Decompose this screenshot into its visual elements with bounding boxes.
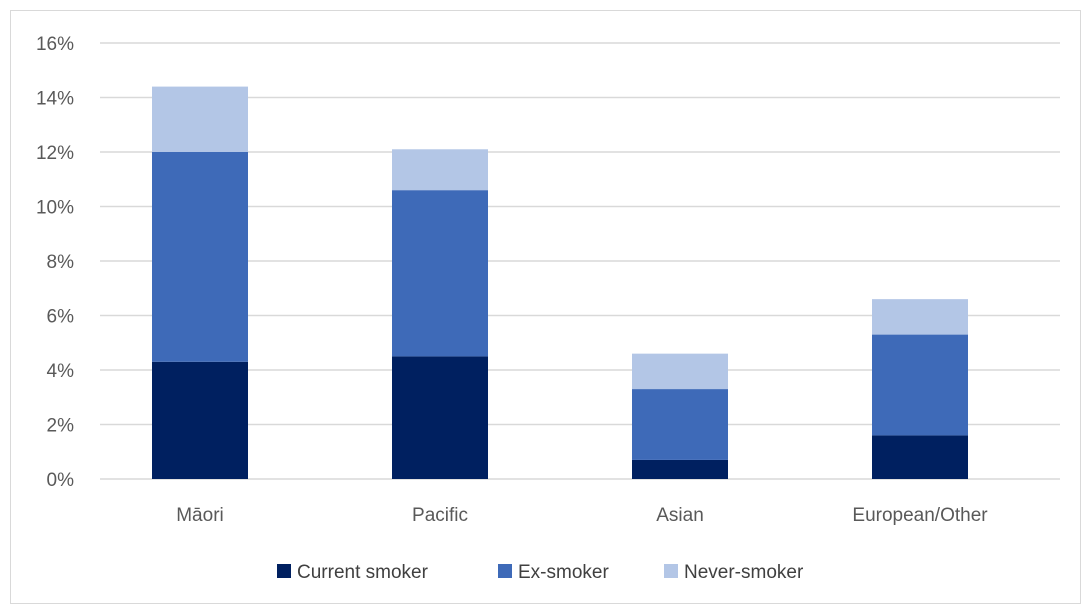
bar-segment	[632, 459, 728, 479]
bar-segment	[632, 353, 728, 390]
legend-label: Never-smoker	[684, 562, 804, 583]
bar-segment	[152, 361, 248, 479]
y-tick-label: 16%	[36, 34, 74, 55]
bars	[152, 86, 968, 479]
legend-swatch	[277, 564, 291, 578]
legend: Current smoker Ex-smoker Never-smoker	[277, 562, 804, 583]
bar-segment	[872, 299, 968, 335]
legend-swatch	[664, 564, 678, 578]
bar-segment	[392, 149, 488, 191]
legend-swatch	[498, 564, 512, 578]
bar-segment	[632, 389, 728, 460]
y-tick-label: 14%	[36, 89, 74, 110]
y-tick-label: 12%	[36, 143, 74, 164]
x-tick-label: Asian	[656, 505, 704, 526]
y-tick-label: 10%	[36, 198, 74, 219]
bar-segment	[392, 190, 488, 357]
y-tick-label: 0%	[47, 470, 75, 491]
legend-label: Ex-smoker	[518, 562, 609, 583]
x-axis-labels: Māori Pacific Asian European/Other	[176, 505, 988, 526]
y-tick-label: 6%	[47, 307, 75, 328]
y-tick-label: 4%	[47, 361, 75, 382]
y-axis-ticks: 0% 2% 4% 6% 8% 10% 12% 14% 16%	[36, 34, 74, 491]
bar-segment	[152, 86, 248, 152]
y-tick-label: 2%	[47, 416, 75, 437]
bar-segment	[152, 152, 248, 362]
x-tick-label: Pacific	[412, 505, 468, 526]
legend-label: Current smoker	[297, 562, 429, 583]
bar-segment	[392, 356, 488, 479]
bar-segment	[872, 334, 968, 436]
x-tick-label: European/Other	[852, 505, 988, 526]
y-tick-label: 8%	[47, 252, 75, 273]
x-tick-label: Māori	[176, 505, 224, 526]
bar-segment	[872, 435, 968, 479]
